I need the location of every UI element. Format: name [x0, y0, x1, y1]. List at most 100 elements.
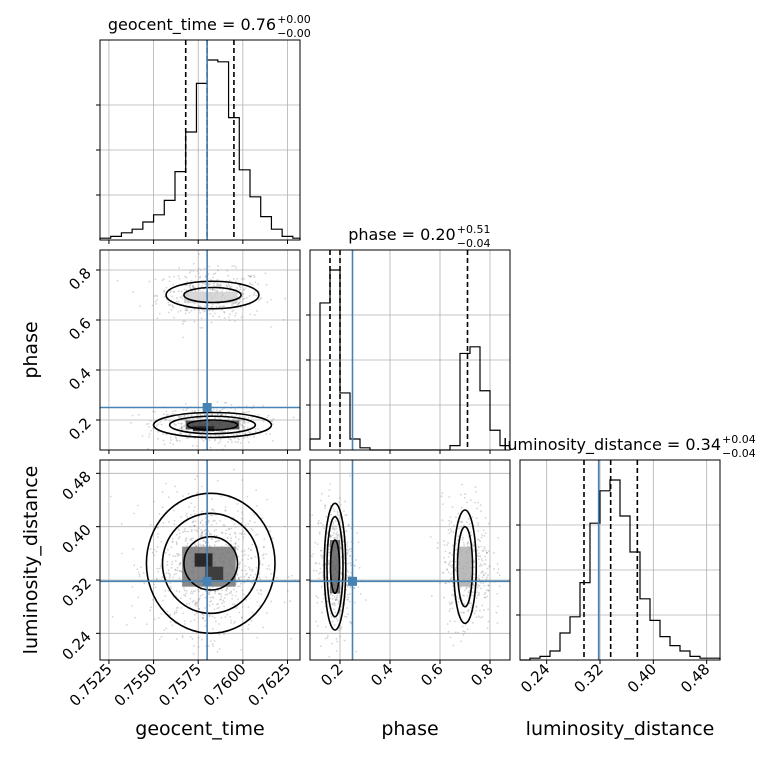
scatter-point [211, 305, 214, 308]
scatter-point [221, 602, 224, 605]
scatter-point [194, 478, 197, 481]
scatter-point [200, 535, 203, 537]
scatter-point [177, 310, 180, 313]
scatter-point [201, 519, 204, 522]
scatter-point [215, 522, 218, 525]
scatter-point [224, 532, 227, 535]
scatter-point [148, 280, 151, 283]
scatter-point [234, 542, 237, 545]
scatter-point [156, 317, 159, 320]
scatter-point [194, 601, 197, 604]
scatter-point [203, 530, 206, 533]
scatter-point [216, 289, 219, 292]
scatter-point [179, 416, 182, 418]
scatter-point [233, 264, 236, 267]
scatter-point [478, 584, 481, 587]
scatter-point [463, 594, 466, 597]
scatter-point [179, 296, 182, 299]
scatter-point [216, 607, 219, 610]
scatter-point [316, 624, 319, 627]
scatter-point [344, 514, 347, 516]
scatter-point [436, 541, 439, 544]
scatter-point [185, 545, 188, 547]
scatter-point [486, 595, 489, 598]
scatter-point [152, 525, 155, 528]
scatter-point [185, 276, 188, 279]
scatter-point [217, 264, 219, 267]
scatter-point [169, 614, 172, 616]
scatter-point [449, 528, 452, 530]
scatter-point [210, 640, 212, 643]
scatter-point [242, 426, 244, 429]
scatter-point [225, 402, 227, 404]
scatter-point [174, 568, 177, 571]
x-tick-label: 0.7625 [244, 660, 294, 710]
scatter-point [204, 541, 207, 544]
scatter-point [178, 266, 181, 269]
scatter-point [469, 499, 472, 502]
scatter-point [238, 298, 241, 301]
scatter-point [213, 408, 215, 411]
scatter-point [155, 578, 158, 580]
scatter-point [430, 595, 433, 597]
scatter-point [198, 309, 201, 312]
scatter-point [257, 592, 260, 595]
scatter-point [466, 543, 469, 545]
scatter-point [241, 278, 243, 280]
scatter-point [183, 530, 186, 533]
scatter-point [232, 309, 235, 312]
scatter-point [340, 546, 342, 549]
scatter-point [211, 643, 214, 646]
scatter-point [179, 561, 182, 564]
scatter-point [338, 501, 341, 504]
scatter-point [177, 275, 180, 277]
scatter-point [475, 597, 478, 599]
scatter-point [249, 283, 252, 286]
scatter-point [439, 581, 441, 584]
scatter-point [269, 530, 272, 532]
scatter-point [208, 593, 211, 595]
scatter-point [478, 591, 480, 594]
scatter-point [186, 307, 188, 310]
contour-level [186, 419, 239, 431]
scatter-point [199, 522, 202, 525]
scatter-point [320, 522, 322, 524]
scatter-point [319, 571, 321, 574]
scatter-point [130, 605, 133, 607]
scatter-point [201, 532, 204, 535]
scatter-point [338, 446, 340, 448]
scatter-point [322, 527, 325, 530]
scatter-point [243, 549, 246, 552]
panel-geocent_time-vs-phase [100, 250, 300, 450]
scatter-point [451, 582, 454, 584]
scatter-point [240, 576, 242, 579]
scatter-point [333, 525, 336, 528]
scatter-point [326, 635, 329, 637]
scatter-point [315, 620, 318, 623]
scatter-point [180, 432, 183, 435]
scatter-point [116, 279, 119, 282]
scatter-point [219, 417, 221, 420]
scatter-point [347, 570, 350, 573]
scatter-point [460, 640, 462, 643]
scatter-point [244, 565, 246, 567]
scatter-point [460, 525, 463, 528]
scatter-point [223, 605, 226, 608]
scatter-point [448, 552, 451, 555]
scatter-point [449, 577, 452, 580]
scatter-point [161, 599, 164, 602]
scatter-point [216, 269, 219, 272]
scatter-point [223, 601, 226, 603]
scatter-point [204, 523, 207, 526]
scatter-point [198, 276, 201, 279]
scatter-point [234, 314, 237, 317]
scatter-point [236, 286, 238, 289]
scatter-point [481, 604, 484, 607]
scatter-point [196, 492, 199, 495]
scatter-point [136, 568, 139, 570]
scatter-point [450, 521, 453, 523]
scatter-point [257, 428, 259, 431]
scatter-point [178, 564, 181, 567]
scatter-point [235, 266, 238, 269]
scatter-point [236, 441, 239, 443]
